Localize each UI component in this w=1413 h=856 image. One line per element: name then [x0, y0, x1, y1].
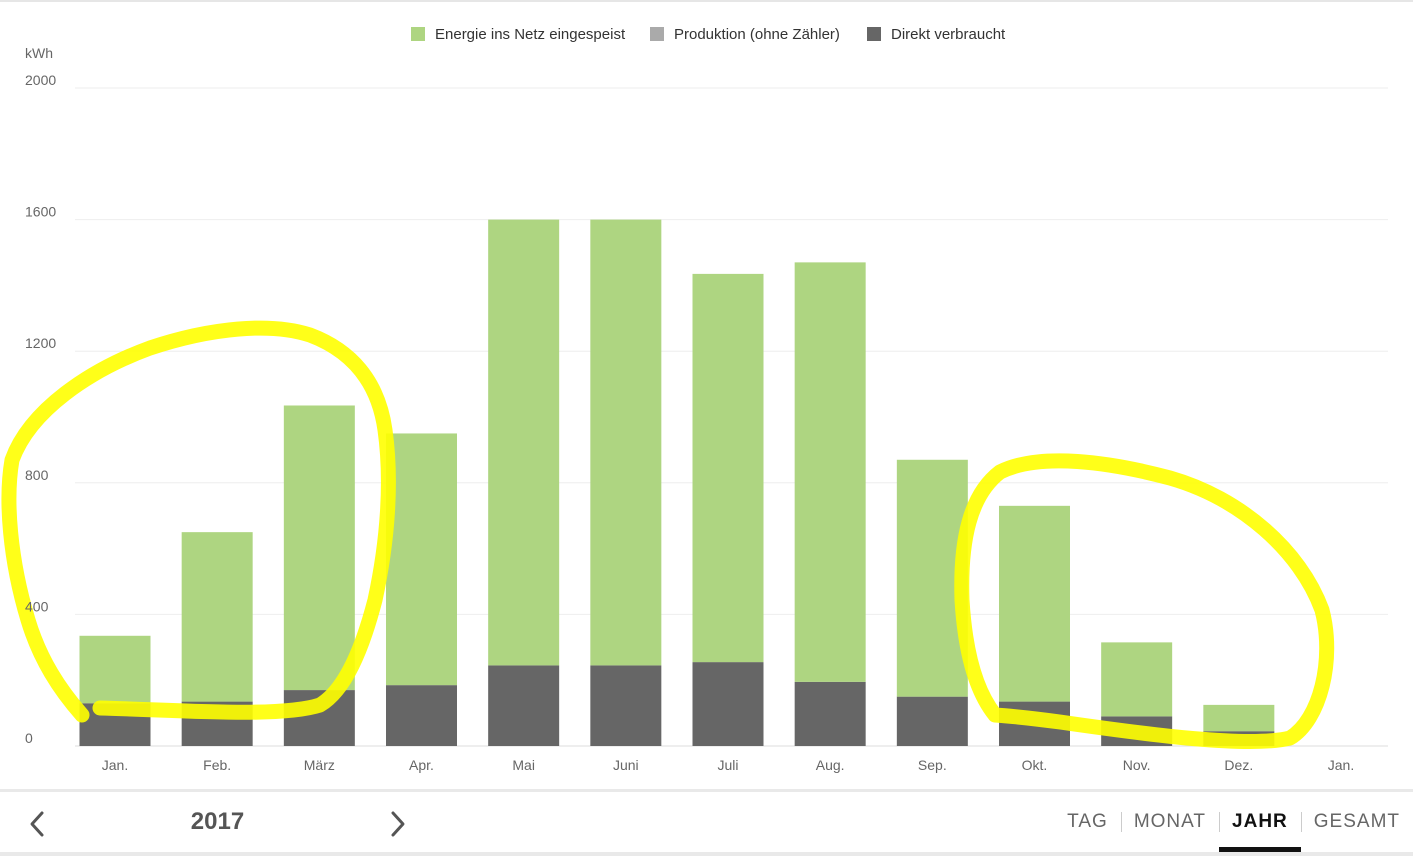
legend-swatch: [867, 27, 881, 41]
legend-swatch: [411, 27, 425, 41]
highlight-annotation: [954, 453, 1335, 750]
x-tick-label: Juni: [613, 757, 639, 773]
y-tick-label: 0: [25, 730, 33, 746]
period-tabs: TAG MONAT JAHR GESAMT: [1054, 806, 1413, 852]
bar-direct[interactable]: [896, 696, 968, 746]
y-tick-label: 400: [25, 598, 49, 614]
bars-layer: [79, 219, 1275, 746]
x-tick-label: Juli: [717, 757, 738, 773]
selected-year: 2017: [190, 808, 245, 835]
tab-jahr[interactable]: JAHR: [1219, 806, 1301, 852]
legend-label[interactable]: Energie ins Netz eingespeist: [435, 26, 626, 43]
footer-divider: [0, 789, 1413, 792]
next-year-button[interactable]: [380, 805, 416, 843]
legend: Energie ins Netz eingespeist Produktion (…: [411, 26, 1006, 43]
chevron-right-icon: [391, 811, 405, 837]
legend-label[interactable]: Direkt verbraucht: [891, 26, 1006, 43]
bar-feed-in[interactable]: [181, 532, 253, 702]
x-tick-label: Apr.: [409, 757, 434, 773]
bar-feed-in[interactable]: [794, 262, 866, 682]
x-tick-label: Jan.: [1328, 757, 1354, 773]
tab-gesamt[interactable]: GESAMT: [1300, 806, 1413, 838]
bar-feed-in[interactable]: [999, 505, 1070, 702]
bar-direct[interactable]: [692, 662, 764, 746]
x-tick-label: Aug.: [816, 757, 845, 773]
bar-feed-in[interactable]: [1101, 642, 1173, 717]
bar-direct[interactable]: [488, 665, 560, 746]
y-axis-label: kWh: [25, 45, 53, 61]
highlight-annotation: [1, 320, 396, 723]
bar-feed-in[interactable]: [386, 433, 457, 686]
bar-feed-in[interactable]: [283, 405, 355, 691]
axis-layer: 0 400 800 1200 1600 2000 Jan. Feb. März Apr. Mai Ju…: [25, 72, 1354, 773]
bar-direct[interactable]: [590, 665, 662, 746]
y-tick-label: 2000: [25, 72, 56, 88]
bar-feed-in[interactable]: [1203, 704, 1275, 732]
tab-tag[interactable]: TAG: [1067, 811, 1108, 832]
x-tick-label: Mai: [512, 757, 535, 773]
bar-direct[interactable]: [794, 681, 866, 746]
bar-feed-in[interactable]: [79, 635, 151, 704]
bar-feed-in[interactable]: [692, 273, 764, 663]
y-tick-label: 1200: [25, 335, 56, 351]
y-tick-label: 800: [25, 467, 49, 483]
chevron-left-icon: [30, 811, 44, 837]
tab-monat[interactable]: MONAT: [1120, 806, 1219, 838]
energy-bar-chart: 0 400 800 1200 1600 2000 Jan. Feb. März Apr. Mai Ju…: [1, 26, 1388, 773]
bar-direct[interactable]: [386, 685, 457, 746]
x-tick-label: Sep.: [918, 757, 947, 773]
x-tick-label: Okt.: [1022, 757, 1048, 773]
previous-year-button[interactable]: [19, 805, 55, 843]
bar-feed-in[interactable]: [488, 219, 560, 666]
footer-bottom-bar: [0, 852, 1413, 856]
x-tick-label: März: [304, 757, 335, 773]
annotation-layer: [1, 320, 1335, 750]
top-divider: [0, 0, 1413, 2]
x-tick-label: Nov.: [1123, 757, 1151, 773]
legend-swatch: [650, 27, 664, 41]
x-tick-label: Feb.: [203, 757, 231, 773]
x-tick-label: Dez.: [1224, 757, 1253, 773]
y-tick-label: 1600: [25, 204, 56, 220]
legend-label[interactable]: Produktion (ohne Zähler): [674, 26, 840, 43]
bar-feed-in[interactable]: [590, 219, 662, 666]
x-tick-label: Jan.: [102, 757, 128, 773]
